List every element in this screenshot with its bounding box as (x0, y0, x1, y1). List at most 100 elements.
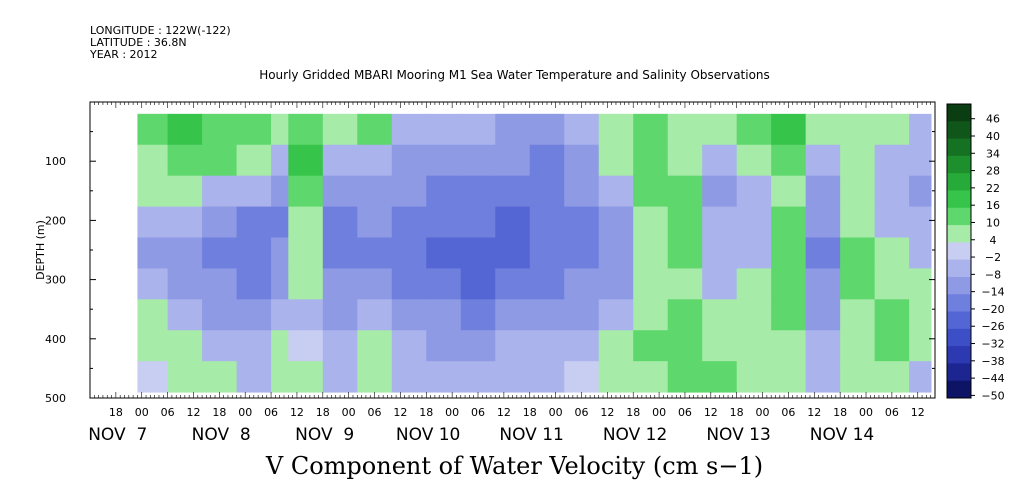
heatmap-cell (202, 299, 238, 331)
heatmap-cell (202, 113, 238, 146)
heatmap-cell (840, 206, 876, 239)
heatmap-cell (564, 144, 600, 177)
heatmap-cell (909, 268, 932, 300)
heatmap-cell (667, 144, 703, 177)
heatmap-cell (702, 268, 738, 300)
heatmap-cell (529, 299, 565, 331)
colorbar-swatch (947, 121, 971, 140)
heatmap-cell (840, 268, 876, 300)
heatmap-cell (137, 113, 169, 146)
heatmap-plot-area (90, 102, 935, 398)
colorbar-swatch (947, 155, 971, 174)
y-tick-label: 500 (45, 392, 66, 405)
heatmap-cell (805, 206, 841, 239)
heatmap-cell (529, 330, 565, 362)
heatmap-cell (805, 113, 841, 146)
x-hour-tick-label: 00 (445, 406, 459, 419)
colorbar-swatch (947, 294, 971, 313)
heatmap-cell (598, 268, 634, 300)
heatmap-cell (288, 113, 324, 146)
heatmap-cell (667, 113, 703, 146)
heatmap-cell (271, 361, 289, 393)
x-hour-tick-label: 12 (186, 406, 200, 419)
heatmap-cell (391, 144, 427, 177)
heatmap-cell (564, 113, 600, 146)
heatmap-cell (357, 113, 393, 146)
heatmap-cell (874, 299, 910, 331)
heatmap-cell (909, 113, 932, 146)
colorbar-swatch (947, 276, 971, 295)
heatmap-cell (236, 175, 272, 208)
x-hour-tick-label: 06 (678, 406, 692, 419)
heatmap-cell (202, 268, 238, 300)
heatmap-cell (840, 144, 876, 177)
colorbar-label: −32 (981, 338, 1004, 351)
heatmap-cell (357, 237, 393, 269)
colorbar-label: −8 (985, 268, 1001, 281)
heatmap-cell (840, 299, 876, 331)
heatmap-cell (564, 175, 600, 208)
heatmap-cell (736, 237, 772, 269)
x-hour-tick-label: 12 (497, 406, 511, 419)
heatmap-cell (771, 206, 807, 239)
y-tick-label: 400 (45, 333, 66, 346)
y-tick-label: 300 (45, 274, 66, 287)
heatmap-cell (909, 361, 932, 393)
heatmap-cell (426, 237, 462, 269)
heatmap-cell (167, 113, 203, 146)
heatmap-cell (874, 268, 910, 300)
heatmap-cell (460, 206, 496, 239)
heatmap-cell (202, 330, 238, 362)
heatmap-cell (529, 361, 565, 393)
colorbar-swatch (947, 259, 971, 278)
heatmap-cell (460, 175, 496, 208)
heatmap-cell (633, 268, 669, 300)
heatmap-cell (391, 330, 427, 362)
heatmap-cell (598, 113, 634, 146)
colorbar-label: 34 (986, 147, 1000, 160)
x-day-label: NOV 10 (396, 425, 460, 445)
x-hour-tick-label: 12 (290, 406, 304, 419)
heatmap-cell (633, 144, 669, 177)
heatmap-cell (805, 330, 841, 362)
heatmap-cell (322, 237, 358, 269)
x-hour-tick-label: 00 (549, 406, 563, 419)
heatmap-cell (460, 361, 496, 393)
colorbar-swatch (947, 104, 971, 122)
heatmap-cell (840, 330, 876, 362)
heatmap-cell (840, 113, 876, 146)
heatmap-cell (840, 237, 876, 269)
heatmap-cell (564, 361, 600, 393)
heatmap-cell (667, 361, 703, 393)
heatmap-cell (771, 299, 807, 331)
heatmap-cell (167, 330, 203, 362)
year-label: YEAR : 2012 (90, 48, 158, 61)
heatmap-cell (167, 361, 203, 393)
longitude-label: LONGITUDE : 122W(-122) (90, 24, 231, 37)
heatmap-cell (137, 330, 169, 362)
heatmap-cell (322, 299, 358, 331)
heatmap-cell (702, 175, 738, 208)
heatmap-cell (288, 330, 324, 362)
heatmap-cell (288, 237, 324, 269)
heatmap-cell (633, 237, 669, 269)
heatmap-cell (202, 175, 238, 208)
heatmap-cell (667, 237, 703, 269)
heatmap-cell (805, 268, 841, 300)
x-hour-tick-label: 00 (652, 406, 666, 419)
heatmap-cell (805, 299, 841, 331)
x-hour-tick-label: 12 (911, 406, 925, 419)
heatmap-cell (633, 361, 669, 393)
heatmap-cell (495, 268, 531, 300)
heatmap-cell (426, 361, 462, 393)
heatmap-cell (271, 175, 289, 208)
heatmap-cell (271, 268, 289, 300)
heatmap-cell (322, 330, 358, 362)
colorbar-label: −44 (981, 372, 1004, 385)
heatmap-cell (137, 206, 169, 239)
colorbar-label: −38 (981, 355, 1004, 368)
heatmap-cell (736, 206, 772, 239)
heatmap-cell (909, 206, 932, 239)
heatmap-cell (236, 113, 272, 146)
heatmap-cell (288, 299, 324, 331)
